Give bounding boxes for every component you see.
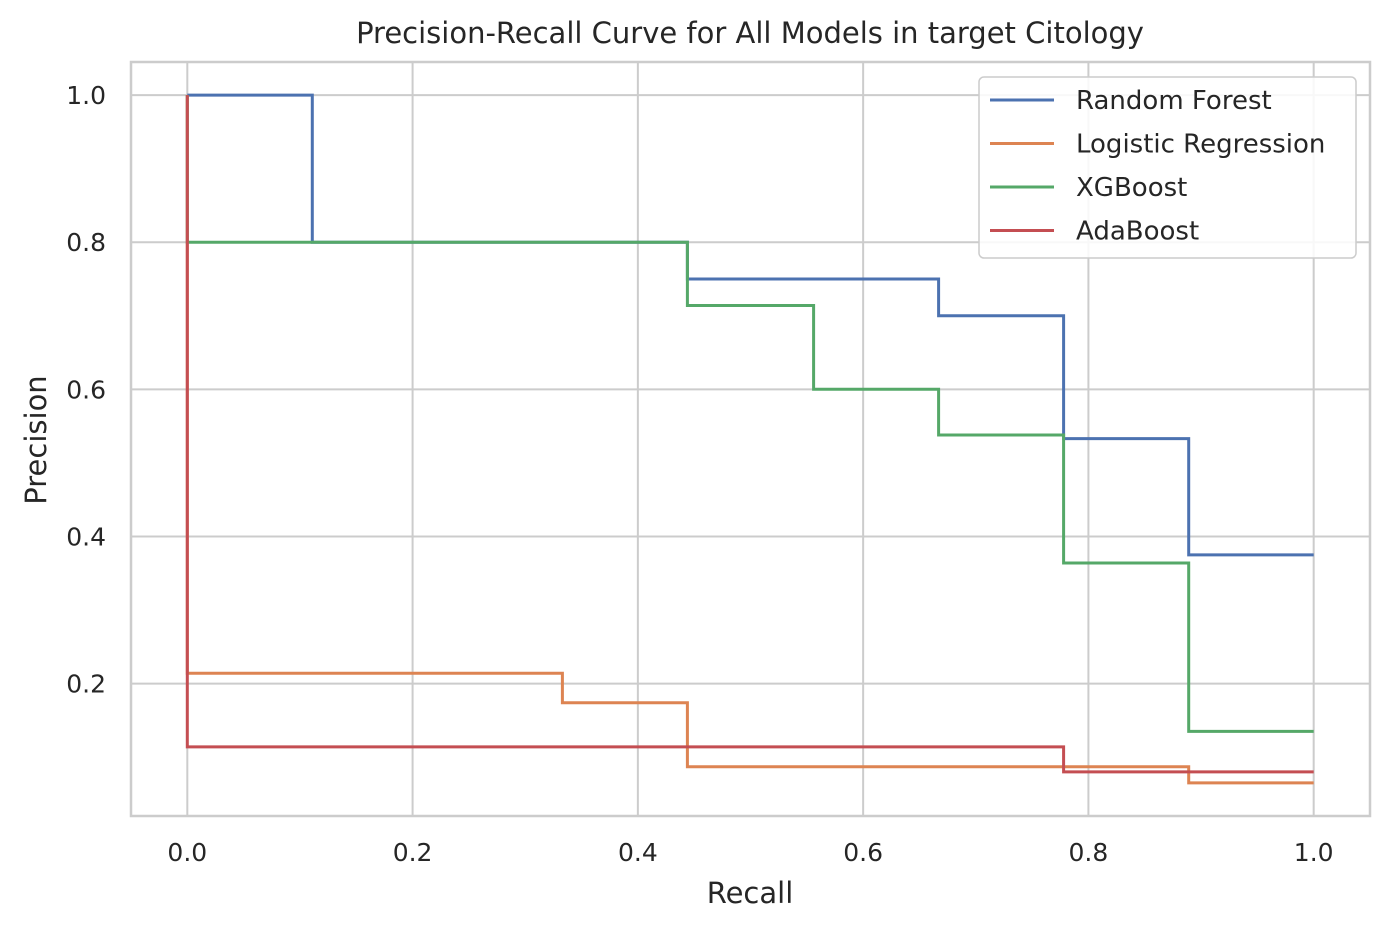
series-line-xgboost — [185, 95, 1314, 733]
y-tick-label: 0.8 — [66, 228, 106, 257]
chart-title: Precision-Recall Curve for All Models in… — [356, 16, 1144, 50]
y-tick-label: 0.2 — [66, 670, 106, 699]
x-tick-label: 0.2 — [393, 838, 433, 867]
legend-box — [978, 76, 1357, 259]
y-tick-label: 1.0 — [66, 81, 106, 110]
series-line-logistic-regression — [185, 95, 1314, 785]
series-line-random-forest — [187, 93, 1314, 557]
y-axis-ticks: 0.2 0.4 0.6 0.8 1.0 — [66, 81, 106, 698]
x-axis-label: Recall — [707, 876, 794, 910]
x-tick-label: 0.8 — [1069, 838, 1109, 867]
plot-area-frame — [129, 60, 1372, 818]
legend-label-adaboost: AdaBoost — [1076, 217, 1199, 247]
y-tick-label: 0.4 — [66, 522, 106, 551]
legend-label-xgboost: XGBoost — [1076, 173, 1187, 203]
y-axis-label: Precision — [19, 375, 53, 504]
x-tick-label: 0.6 — [843, 838, 883, 867]
series-lines — [185, 93, 1314, 785]
x-tick-label: 0.4 — [618, 838, 658, 867]
x-axis-ticks: 0.0 0.2 0.4 0.6 0.8 1.0 — [167, 838, 1333, 867]
legend-label-random-forest: Random Forest — [1076, 86, 1272, 116]
legend-label-logistic-regression: Logistic Regression — [1076, 130, 1325, 160]
x-tick-label: 0.0 — [167, 838, 207, 867]
legend: Random Forest Logistic Regression XGBoost A… — [978, 76, 1357, 259]
y-tick-label: 0.6 — [66, 375, 106, 404]
x-tick-label: 1.0 — [1294, 838, 1334, 867]
series-line-adaboost — [185, 95, 1314, 774]
